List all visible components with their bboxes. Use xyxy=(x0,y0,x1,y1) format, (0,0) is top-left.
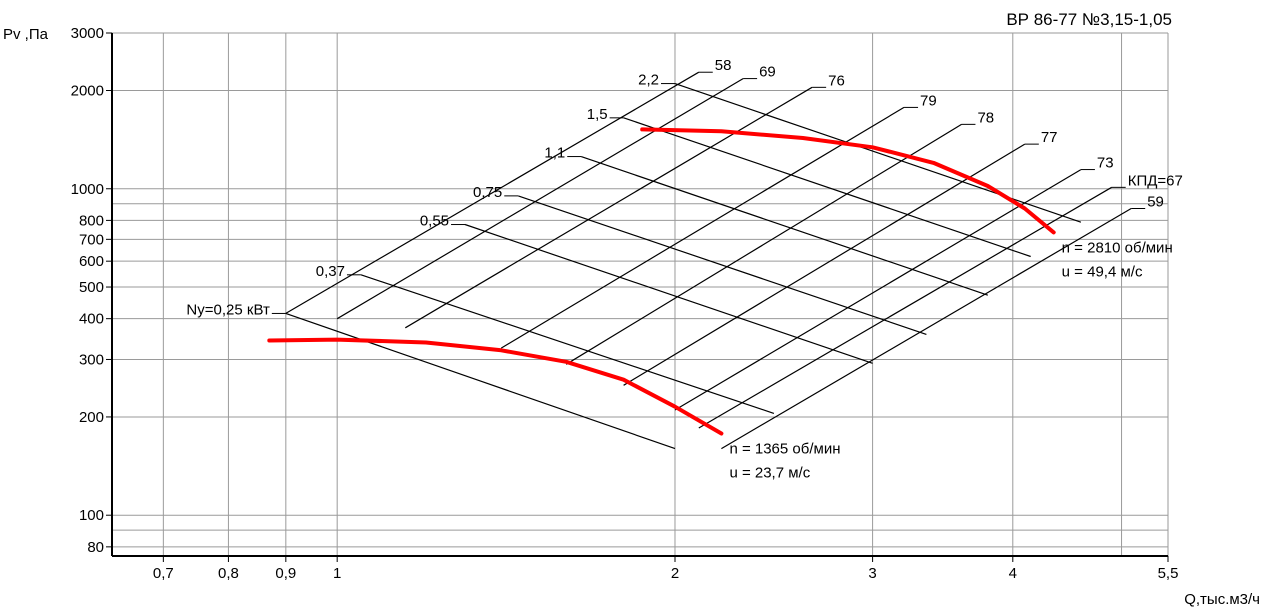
y-tick-label: 400 xyxy=(79,311,104,328)
x-tick-label: 0,8 xyxy=(218,565,239,582)
x-tick-label: 2 xyxy=(671,565,679,582)
power-line xyxy=(464,223,873,364)
efficiency-label: 78 xyxy=(977,109,994,126)
x-tick-label: 1 xyxy=(333,565,341,582)
y-tick-label: 100 xyxy=(79,507,104,524)
performance-curve xyxy=(640,127,1056,235)
power-label: 0,37 xyxy=(316,263,345,280)
power-label: 1,1 xyxy=(544,145,565,162)
power-line xyxy=(360,274,775,414)
efficiency-line xyxy=(698,186,1113,429)
y-tick-label: 200 xyxy=(79,409,104,426)
efficiency-line xyxy=(500,106,905,349)
power-label: 2,2 xyxy=(638,72,659,89)
efficiency-label: КПД=67 xyxy=(1128,172,1183,189)
y-tick-label: 1000 xyxy=(71,181,104,198)
efficiency-line xyxy=(674,169,1082,411)
performance-curve-label: u = 23,7 м/с xyxy=(729,464,810,481)
efficiency-line xyxy=(565,123,962,365)
efficiency-line xyxy=(721,207,1132,450)
power-label: 0,55 xyxy=(420,213,449,230)
x-tick-label: 0,9 xyxy=(275,565,296,582)
y-tick-label: 700 xyxy=(79,231,104,248)
chart-ticks: 0,7 0,8 0,9 1 2 3 4 5,5 80 100 200 300 400 500 600 700 8… xyxy=(71,25,1179,582)
efficiency-label: 69 xyxy=(759,64,776,81)
chart-labels: 58 69 76 79 78 77 73 КПД=67 59 Ny=0,25 кВт 0,37 0,5… xyxy=(186,57,1182,481)
performance-curve xyxy=(267,337,724,436)
efficiency-line xyxy=(404,86,813,329)
y-tick-label: 600 xyxy=(79,253,104,270)
performance-curve-label: n = 1365 об/мин xyxy=(729,440,840,457)
power-lines xyxy=(271,83,1082,450)
chart-title: ВР 86-77 №3,15-1,05 xyxy=(1006,10,1172,29)
y-tick-label: 2000 xyxy=(71,82,104,99)
power-label: Ny=0,25 кВт xyxy=(186,301,270,318)
power-label: 1,5 xyxy=(587,106,608,123)
y-tick-label: 500 xyxy=(79,279,104,296)
performance-curve-label: n = 2810 об/мин xyxy=(1062,239,1173,256)
power-line xyxy=(285,312,676,450)
y-tick-label: 800 xyxy=(79,212,104,229)
performance-curves xyxy=(267,127,1056,436)
efficiency-label: 58 xyxy=(715,57,732,74)
x-axis-label: Q,тыс.м3/ч xyxy=(1184,591,1260,608)
efficiency-lines xyxy=(285,71,1146,450)
y-tick-label: 3000 xyxy=(71,25,104,42)
efficiency-label: 77 xyxy=(1041,129,1058,146)
efficiency-label: 79 xyxy=(920,92,937,109)
x-tick-label: 4 xyxy=(1009,565,1017,582)
x-tick-label: 3 xyxy=(868,565,876,582)
efficiency-label: 76 xyxy=(828,72,845,89)
efficiency-line xyxy=(336,78,744,320)
x-tick-label: 0,7 xyxy=(153,565,174,582)
y-tick-label: 300 xyxy=(79,351,104,368)
efficiency-label: 73 xyxy=(1097,155,1114,172)
efficiency-line xyxy=(623,143,1026,386)
performance-curve-label: u = 49,4 м/с xyxy=(1062,263,1143,280)
power-line xyxy=(518,195,927,335)
power-line xyxy=(581,156,988,296)
y-tick-label: 80 xyxy=(87,539,104,556)
chart-axes xyxy=(111,33,1168,557)
chart-grid xyxy=(112,32,1169,556)
efficiency-label: 59 xyxy=(1147,194,1164,211)
x-tick-label: 5,5 xyxy=(1158,565,1179,582)
power-line xyxy=(623,117,1031,258)
power-line xyxy=(674,83,1082,223)
efficiency-line xyxy=(285,71,700,314)
power-label: 0,75 xyxy=(473,184,502,201)
y-axis-label: Pv ,Па xyxy=(3,26,49,43)
